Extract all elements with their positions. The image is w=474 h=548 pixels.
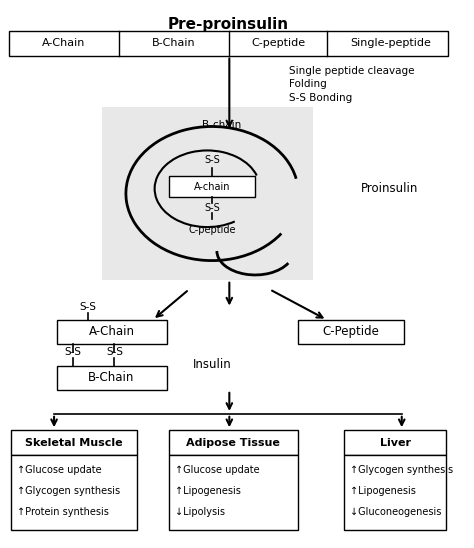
Text: ↑Lipogenesis: ↑Lipogenesis [175, 487, 241, 496]
Text: B-chain: B-chain [202, 119, 241, 129]
Bar [298, 320, 404, 344]
Text: Single peptide cleavage: Single peptide cleavage [289, 66, 414, 76]
Bar [344, 430, 446, 455]
Text: ↑Glucose update: ↑Glucose update [175, 465, 259, 475]
Bar [169, 430, 298, 455]
Text: C-Peptide: C-Peptide [322, 325, 379, 338]
Bar [9, 31, 448, 56]
Text: ↑Lipogenesis: ↑Lipogenesis [350, 487, 416, 496]
Text: ↓Gluconeogenesis: ↓Gluconeogenesis [350, 507, 441, 517]
Text: S-S: S-S [204, 155, 220, 165]
Text: A-Chain: A-Chain [89, 325, 135, 338]
Text: S-S Bonding: S-S Bonding [289, 93, 352, 103]
Text: ↑Glycogen synthesis: ↑Glycogen synthesis [350, 465, 453, 475]
Text: B-Chain: B-Chain [152, 38, 196, 48]
Text: Insulin: Insulin [193, 357, 232, 370]
Text: ↑Glucose update: ↑Glucose update [17, 465, 101, 475]
Bar [102, 107, 313, 279]
Bar [169, 176, 255, 197]
Bar [57, 320, 167, 344]
Text: Folding: Folding [289, 79, 327, 89]
Text: C-peptide: C-peptide [251, 38, 305, 48]
Bar [11, 455, 137, 530]
Text: Skeletal Muscle: Skeletal Muscle [26, 437, 123, 448]
Text: ↓Lipolysis: ↓Lipolysis [175, 507, 225, 517]
Text: S-S: S-S [106, 346, 123, 357]
Text: Liver: Liver [380, 437, 410, 448]
Text: Pre-proinsulin: Pre-proinsulin [168, 16, 289, 32]
Text: S-S: S-S [65, 346, 82, 357]
Bar [57, 366, 167, 390]
Text: Proinsulin: Proinsulin [361, 182, 418, 195]
Text: ↑Glycogen synthesis: ↑Glycogen synthesis [17, 487, 120, 496]
Text: ↑Protein synthesis: ↑Protein synthesis [17, 507, 109, 517]
Bar [169, 455, 298, 530]
Text: S-S: S-S [204, 203, 220, 213]
Text: A-Chain: A-Chain [42, 38, 85, 48]
Bar [344, 455, 446, 530]
Text: S-S: S-S [79, 301, 96, 312]
Text: Single-peptide: Single-peptide [350, 38, 431, 48]
Text: Adipose Tissue: Adipose Tissue [186, 437, 280, 448]
Text: C-peptide: C-peptide [188, 225, 236, 235]
Text: B-Chain: B-Chain [88, 371, 135, 384]
Bar [11, 430, 137, 455]
Text: A-chain: A-chain [194, 182, 230, 192]
